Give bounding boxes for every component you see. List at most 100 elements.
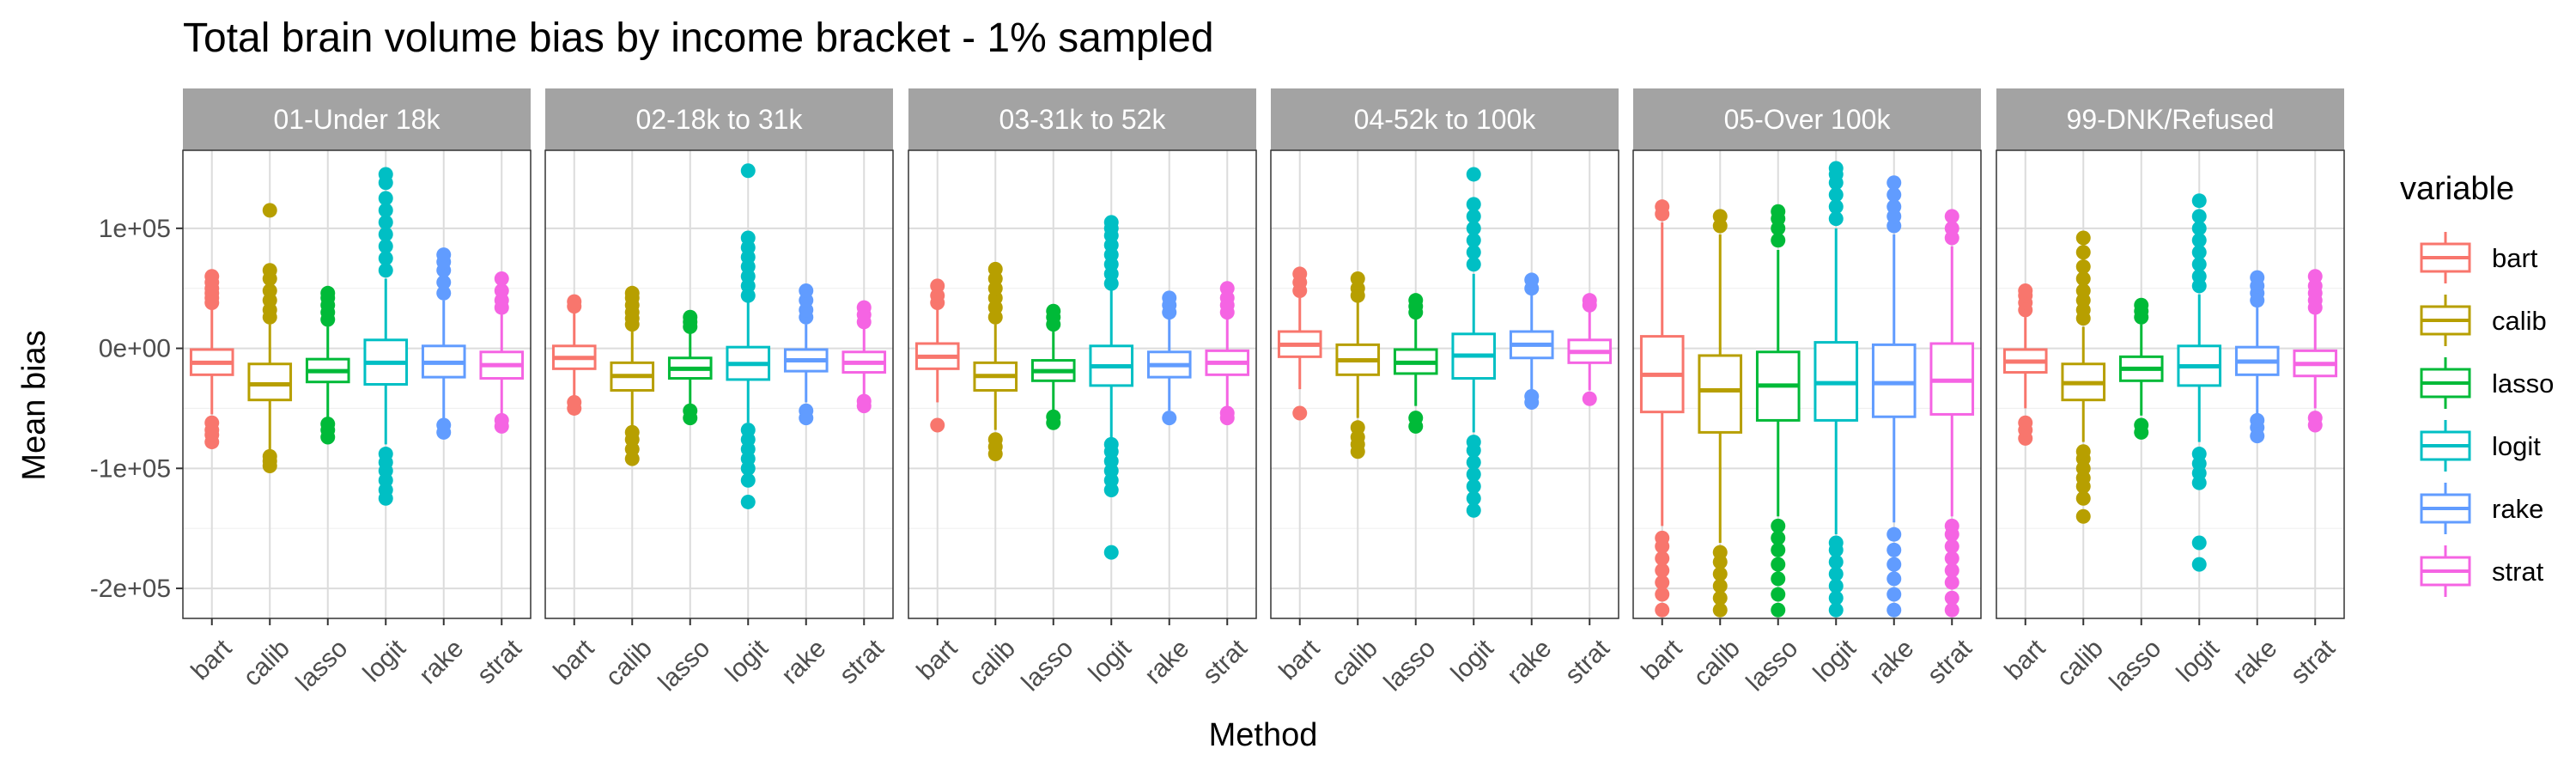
legend-label: strat bbox=[2492, 557, 2544, 587]
outlier-point bbox=[1103, 215, 1119, 230]
box-lasso bbox=[1393, 293, 1438, 434]
box-calib bbox=[973, 261, 1018, 462]
panel-background bbox=[183, 150, 531, 618]
facet-strip-label: 99-DNK/Refused bbox=[2067, 104, 2275, 135]
outlier-point bbox=[1046, 409, 1061, 424]
panel-border bbox=[1996, 149, 2345, 619]
box-rake bbox=[1509, 272, 1554, 410]
box-rake bbox=[783, 283, 829, 426]
outlier-point bbox=[1771, 602, 1786, 618]
outlier-point bbox=[1771, 587, 1786, 602]
outlier-point bbox=[683, 403, 698, 418]
outlier-point bbox=[567, 294, 582, 309]
outlier-point bbox=[1771, 542, 1786, 557]
y-tick-label: 1e+05 bbox=[99, 215, 171, 243]
legend-entry-rake: rake bbox=[2420, 483, 2543, 534]
box-calib bbox=[610, 285, 655, 466]
outlier-point bbox=[2075, 444, 2091, 460]
box-strat bbox=[1929, 209, 1975, 618]
box-logit bbox=[1814, 161, 1859, 618]
outlier-point bbox=[1944, 539, 1959, 554]
box-logit bbox=[363, 167, 409, 506]
outlier-point bbox=[930, 417, 945, 433]
outlier-point bbox=[1886, 526, 1902, 542]
outlier-point bbox=[494, 271, 509, 287]
outlier-point bbox=[436, 275, 452, 290]
outlier-point bbox=[1655, 587, 1670, 602]
box-lasso bbox=[2118, 297, 2164, 440]
outlier-point bbox=[1466, 490, 1481, 506]
outlier-point bbox=[1771, 233, 1786, 248]
outlier-point bbox=[930, 278, 945, 294]
box-iqr bbox=[1698, 354, 1743, 434]
outlier-point bbox=[2191, 535, 2207, 551]
facet-strip bbox=[183, 88, 531, 150]
outlier-point bbox=[2075, 271, 2091, 287]
outlier-point bbox=[2075, 245, 2091, 260]
outlier-point bbox=[378, 203, 393, 218]
legend-entry-bart: bart bbox=[2420, 232, 2538, 283]
outlier-point bbox=[1712, 602, 1728, 618]
outlier-point bbox=[1886, 602, 1902, 618]
outlier-point bbox=[1466, 454, 1481, 470]
outlier-point bbox=[436, 417, 452, 433]
legend-label: rake bbox=[2492, 494, 2543, 524]
outlier-point bbox=[1771, 557, 1786, 572]
box-calib bbox=[2061, 230, 2106, 524]
outlier-point bbox=[378, 167, 393, 182]
outlier-point bbox=[1466, 502, 1481, 518]
outlier-point bbox=[1292, 266, 1308, 282]
outlier-point bbox=[1466, 257, 1481, 272]
outlier-point bbox=[1350, 420, 1365, 435]
outlier-point bbox=[1103, 436, 1119, 452]
facet-strip bbox=[908, 88, 1256, 150]
outlier-point bbox=[1944, 221, 1959, 236]
panel-background bbox=[908, 150, 1256, 618]
outlier-point bbox=[2134, 297, 2149, 313]
outlier-point bbox=[1162, 290, 1177, 306]
box-strat bbox=[841, 300, 887, 414]
outlier-point bbox=[378, 215, 393, 230]
outlier-point bbox=[378, 263, 393, 278]
outlier-point bbox=[2250, 270, 2265, 285]
outlier-point bbox=[1886, 557, 1902, 572]
box-lasso bbox=[1030, 303, 1076, 430]
panel-background bbox=[1271, 150, 1619, 618]
y-axis-title: Mean bias bbox=[16, 330, 52, 480]
outlier-point bbox=[2075, 508, 2091, 524]
outlier-point bbox=[436, 247, 452, 263]
outlier-point bbox=[1771, 530, 1786, 545]
box-bart bbox=[2002, 283, 2048, 446]
x-axis-title: Method bbox=[1209, 717, 1318, 753]
box-strat bbox=[1205, 281, 1250, 426]
outlier-point bbox=[1944, 602, 1959, 618]
facet-strip-label: 04-52k to 100k bbox=[1354, 104, 1537, 135]
box-strat bbox=[479, 271, 525, 434]
outlier-point bbox=[1524, 388, 1540, 404]
outlier-point bbox=[1712, 578, 1728, 593]
outlier-point bbox=[320, 285, 336, 301]
outlier-point bbox=[204, 415, 220, 430]
box-bart bbox=[1277, 266, 1322, 421]
outlier-point bbox=[1466, 478, 1481, 494]
outlier-point bbox=[1712, 590, 1728, 606]
facet-strip bbox=[1271, 88, 1619, 150]
box-bart bbox=[1639, 199, 1685, 618]
outlier-point bbox=[2307, 411, 2323, 426]
outlier-point bbox=[1408, 293, 1424, 308]
outlier-point bbox=[1828, 161, 1844, 176]
outlier-point bbox=[1828, 590, 1844, 606]
outlier-point bbox=[740, 494, 756, 509]
outlier-point bbox=[1046, 303, 1061, 319]
outlier-point bbox=[378, 191, 393, 206]
outlier-point bbox=[987, 432, 1003, 447]
outlier-point bbox=[1292, 405, 1308, 421]
outlier-point bbox=[1219, 405, 1235, 421]
outlier-point bbox=[1655, 199, 1670, 215]
outlier-point bbox=[378, 251, 393, 266]
legend-label: logit bbox=[2492, 431, 2541, 461]
panel-border bbox=[1270, 149, 1619, 619]
